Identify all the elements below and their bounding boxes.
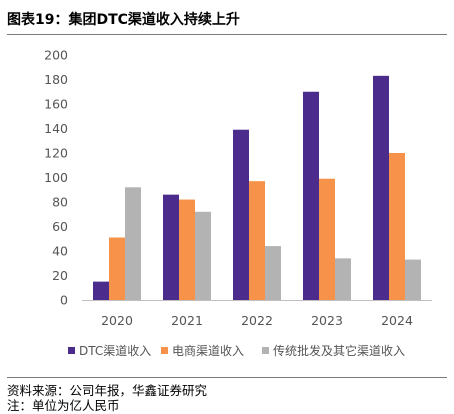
source-divider xyxy=(7,377,447,378)
bar-2021-1 xyxy=(163,194,179,300)
legend: DTC渠道收入 电商渠道收入 传统批发及其它渠道收入 xyxy=(68,343,405,358)
y-axis: 0 20 40 60 80 100 120 140 160 180 200 xyxy=(44,48,68,308)
y-tick-label: 180 xyxy=(44,72,68,87)
bar-2022-2 xyxy=(249,181,265,300)
y-tick-label: 100 xyxy=(44,170,68,185)
source-note: 资料来源：公司年报，华鑫证券研究 xyxy=(7,383,208,398)
x-tick-label: 2022 xyxy=(241,313,273,328)
bar-2022-3 xyxy=(265,246,281,300)
bar-2020-2 xyxy=(109,237,125,300)
y-tick-label: 60 xyxy=(52,219,68,234)
legend-label: 电商渠道收入 xyxy=(172,343,244,358)
bars xyxy=(93,75,421,300)
bar-chart: 0 20 40 60 80 100 120 140 160 180 200 2020 2021 2022… xyxy=(44,48,432,358)
bar-2022-1 xyxy=(233,129,249,300)
legend-swatch xyxy=(68,347,75,354)
legend-label: 传统批发及其它渠道收入 xyxy=(273,343,405,358)
bar-2023-3 xyxy=(335,258,351,300)
bar-2021-2 xyxy=(179,199,195,300)
bar-2021-3 xyxy=(195,211,211,300)
y-tick-label: 0 xyxy=(60,293,68,308)
x-tick-label: 2023 xyxy=(311,313,343,328)
bar-2024-3 xyxy=(405,259,421,300)
legend-label: DTC渠道收入 xyxy=(79,344,151,358)
y-tick-label: 80 xyxy=(52,195,68,210)
title-divider xyxy=(7,34,447,35)
legend-swatch xyxy=(262,347,269,354)
bar-2020-3 xyxy=(125,187,141,300)
y-tick-label: 40 xyxy=(52,244,68,259)
bar-2020-1 xyxy=(93,281,109,300)
y-tick-label: 160 xyxy=(44,97,68,112)
figure-title: 图表19：集团DTC渠道收入持续上升 xyxy=(7,12,240,28)
y-tick-label: 200 xyxy=(44,48,68,63)
y-tick-label: 120 xyxy=(44,146,68,161)
bar-2024-2 xyxy=(389,153,405,300)
x-tick-label: 2021 xyxy=(171,313,203,328)
x-axis: 2020 2021 2022 2023 2024 xyxy=(101,313,413,328)
y-tick-label: 140 xyxy=(44,121,68,136)
x-tick-label: 2024 xyxy=(381,313,413,328)
legend-swatch xyxy=(161,347,168,354)
bar-2023-1 xyxy=(303,91,319,300)
x-tick-label: 2020 xyxy=(101,313,133,328)
bar-2023-2 xyxy=(319,178,335,300)
y-tick-label: 20 xyxy=(52,268,68,283)
bar-2024-1 xyxy=(373,75,389,300)
unit-note: 注：单位为亿人民币 xyxy=(7,398,120,413)
